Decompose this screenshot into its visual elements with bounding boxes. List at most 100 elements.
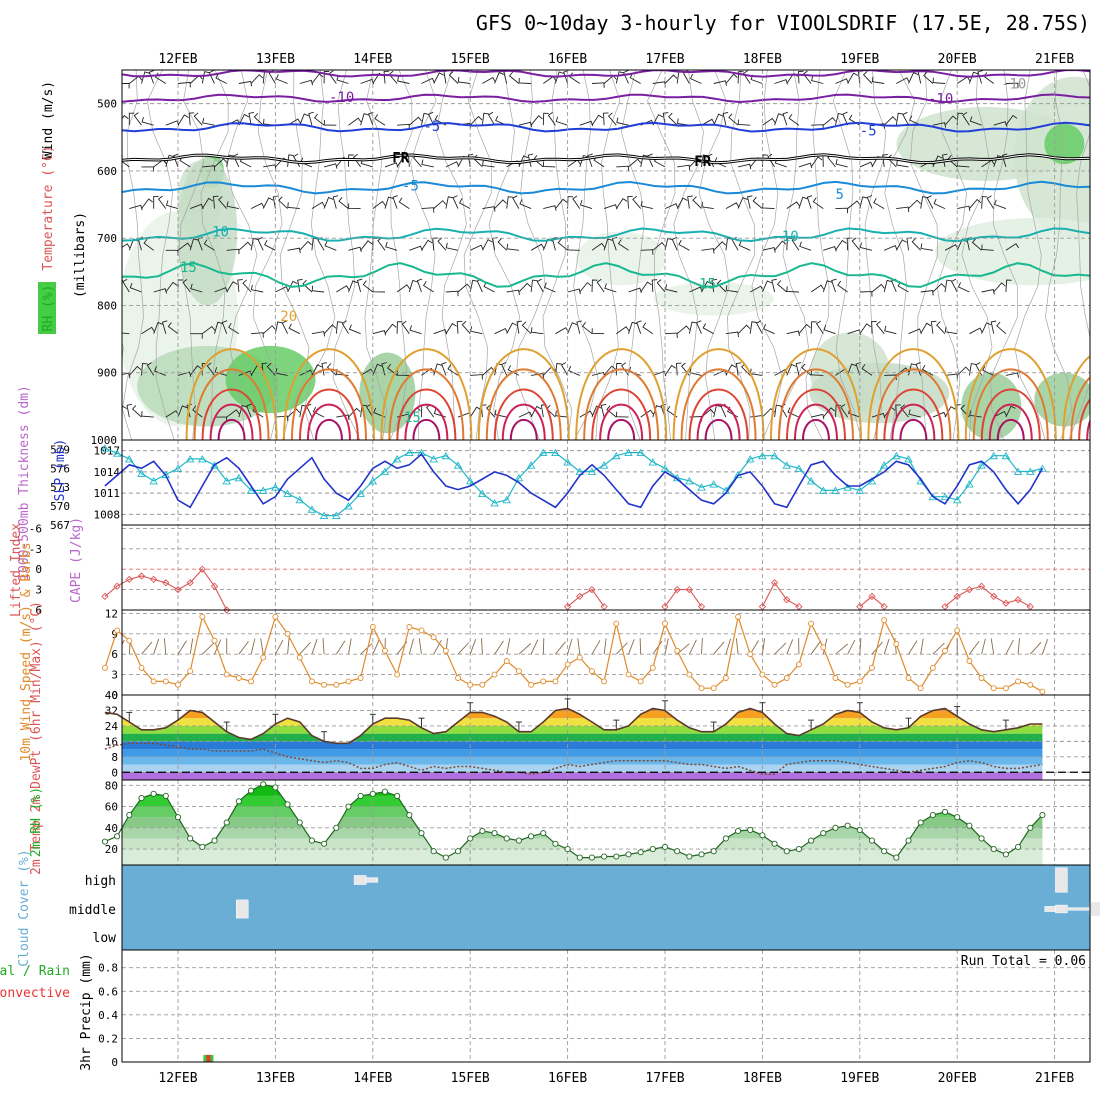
wind-barb (288, 323, 301, 335)
wind-barb (336, 285, 350, 293)
thickness-point (453, 461, 463, 469)
wind-barb (640, 200, 653, 210)
wind-speed-point (199, 613, 206, 620)
thickness-point (794, 464, 804, 472)
wind-barb (810, 369, 824, 376)
temp-contour-minus5 (122, 121, 1090, 133)
wind-barb (154, 72, 167, 84)
thickness-point (295, 495, 305, 504)
precip-tick: 0.8 (98, 962, 118, 975)
wind-barb (572, 195, 581, 209)
wind-barb (165, 281, 178, 293)
rh-contour (463, 70, 492, 440)
warm-lobe-contour (988, 403, 1033, 440)
wind-barb (409, 116, 423, 126)
wind-barb (676, 325, 690, 335)
wind-barb (957, 282, 970, 293)
wind-barb (664, 284, 678, 293)
wind-barb-10m (260, 638, 264, 655)
wind-barb-10m (457, 642, 470, 655)
cloud-block (353, 875, 367, 885)
wind-barb (250, 74, 264, 84)
wind-barb (971, 238, 982, 251)
wind-barb (421, 207, 435, 213)
wind-barb (456, 320, 463, 334)
wind-barb-10m (360, 642, 373, 655)
wind-speed-point (710, 685, 717, 692)
wind-barb (969, 198, 982, 209)
contour-label: 20 (280, 309, 297, 325)
wind-barb (133, 112, 142, 126)
wind-barb (932, 122, 947, 128)
date-label-top: 19FEB (840, 52, 879, 67)
wind-speed-point (795, 661, 802, 668)
wind-barb (895, 404, 901, 418)
wind-tick: 3 (111, 669, 118, 682)
rh-point (272, 784, 279, 791)
wind-barb-10m (322, 638, 325, 655)
rh-shading (225, 345, 316, 414)
wind-barb (579, 199, 593, 210)
thickness-point (879, 461, 889, 469)
wind-barb-10m (688, 639, 697, 655)
thickness-point (892, 451, 901, 460)
temp-contour-10 (122, 227, 1090, 243)
wind-barb (122, 83, 130, 89)
wind-barb (543, 205, 557, 211)
warm-lobe-contour (412, 419, 441, 440)
lifted-index-line (859, 595, 885, 608)
wind-barb (274, 321, 283, 334)
rh-contour (225, 70, 258, 440)
temperature-tick: 32 (105, 704, 118, 717)
thickness-point (380, 467, 390, 475)
warm-lobe-contour (201, 388, 262, 440)
wind-barb (822, 280, 833, 293)
wind-barb (338, 197, 349, 209)
rh-point (747, 826, 754, 833)
rh-point (1002, 851, 1009, 858)
wind-barb (623, 70, 629, 84)
wind-barb (847, 72, 859, 84)
wind-barb (722, 111, 729, 126)
wind-barb (311, 73, 324, 84)
wind-barb (941, 153, 948, 167)
freezing-level-core (122, 154, 1090, 164)
wind-barb-10m (1005, 639, 1014, 655)
rh-point (905, 837, 912, 844)
wind-barb (215, 73, 227, 84)
wind-barb (900, 404, 909, 418)
wind-barb (664, 74, 678, 84)
wind-barb (153, 196, 159, 209)
wind-barb (884, 325, 897, 335)
wind-barb (555, 116, 568, 126)
cape-axis-label: CAPE (J/kg) (69, 517, 84, 603)
rh-point (576, 854, 583, 861)
wind-barb (323, 163, 338, 169)
wind-barb (384, 323, 397, 334)
lifted-index-line (664, 589, 702, 607)
lifted-index-tick: -3 (29, 543, 42, 556)
wind-barb-10m (311, 638, 318, 655)
wind-barb (365, 403, 374, 418)
thickness-point (222, 477, 231, 485)
thickness-point (648, 458, 658, 466)
temperature-tick: 16 (105, 735, 118, 748)
wind-barb (859, 242, 873, 251)
wind-barb (238, 113, 250, 126)
cloud-block (1055, 904, 1068, 914)
thickness-point (526, 461, 536, 469)
wind-barb (287, 280, 298, 293)
cloud-block (1044, 906, 1057, 912)
rh-point (345, 803, 352, 810)
rh-axis-label-2m: 2m RH (%) (29, 787, 44, 857)
wind-barb (617, 239, 629, 251)
wind-barb (713, 241, 727, 251)
wind-barb (250, 284, 264, 293)
precip-tick: 0.6 (98, 985, 118, 998)
wind-barb (957, 205, 971, 212)
wind-barb-10m (810, 641, 821, 655)
date-label-bottom: 21FEB (1035, 1071, 1074, 1086)
lifted-index-line (761, 581, 800, 608)
wind-barb-10m (1017, 638, 1020, 655)
wind-barb (774, 240, 787, 251)
